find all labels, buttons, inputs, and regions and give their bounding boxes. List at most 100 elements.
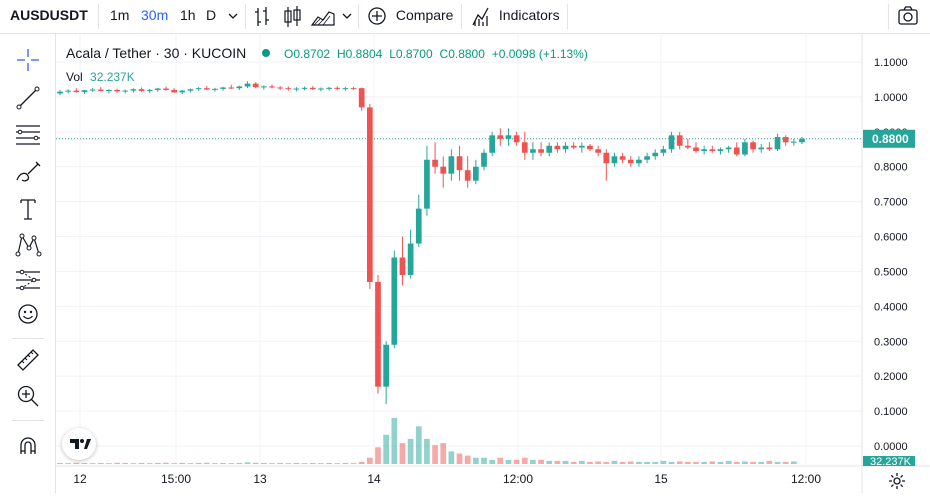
volume-bar xyxy=(334,463,341,464)
candle-body xyxy=(766,147,773,150)
volume-bar xyxy=(676,461,683,464)
last-volume-tag xyxy=(863,456,915,466)
indicators-label: Indicators xyxy=(498,7,560,23)
volume-bar xyxy=(750,461,756,464)
volume-bar xyxy=(342,462,349,464)
candle-body xyxy=(236,86,243,89)
trendline-icon[interactable] xyxy=(14,84,42,112)
volume-bar xyxy=(358,461,365,464)
interval-1m[interactable]: 1m xyxy=(110,7,130,23)
volume-bar xyxy=(244,462,251,464)
volume-bar xyxy=(530,459,536,464)
volume-bar xyxy=(146,463,153,464)
candle-body xyxy=(252,83,259,88)
volume-bar xyxy=(562,460,569,464)
candlestick-chart[interactable]: 1.10001.00000.90000.80000.70000.60000.50… xyxy=(56,34,930,493)
interval-1h[interactable]: 1h xyxy=(180,7,196,23)
candle-body xyxy=(195,88,202,90)
volume-bar xyxy=(782,461,789,464)
candles-style-icon[interactable] xyxy=(283,0,303,33)
candle-body xyxy=(57,91,63,94)
volume-bar xyxy=(407,438,414,464)
volume-bar xyxy=(554,460,561,464)
chevron-down-icon[interactable] xyxy=(226,0,240,33)
crosshair-icon[interactable] xyxy=(14,46,42,74)
candle-body xyxy=(554,145,561,150)
candle-body xyxy=(260,86,267,88)
y-tick-label: 0.8000 xyxy=(874,162,908,174)
candle-body xyxy=(652,152,659,157)
volume-bar xyxy=(660,460,667,464)
compare-button[interactable]: Compare xyxy=(368,0,453,33)
candle-body xyxy=(269,86,275,88)
indicators-button[interactable]: Indicators xyxy=(471,0,560,33)
candle-body xyxy=(375,281,381,387)
y-tick-label: 0.4000 xyxy=(874,301,908,313)
compare-label: Compare xyxy=(395,7,454,23)
volume-bar xyxy=(391,418,398,464)
volume-bar xyxy=(81,462,88,464)
fib-retracement-icon[interactable] xyxy=(14,120,42,148)
candle-body xyxy=(562,145,569,150)
toolbar-divider xyxy=(358,4,359,29)
candle-body xyxy=(212,88,218,90)
volume-bar xyxy=(538,459,544,464)
magnet-icon[interactable] xyxy=(14,432,42,460)
chart-pane[interactable]: 1.10001.00000.90000.80000.70000.60000.50… xyxy=(56,34,930,493)
volume-bar xyxy=(627,461,634,464)
candle-body xyxy=(309,87,316,90)
candle-body xyxy=(448,156,455,174)
symbol-search[interactable]: AUSDUSDT xyxy=(10,7,88,23)
candle-body xyxy=(89,89,96,91)
camera-icon[interactable] xyxy=(897,0,919,33)
last-price-label: 0.8800 xyxy=(872,132,909,146)
candle-body xyxy=(717,149,724,152)
legend-open: 0.8702 xyxy=(293,47,331,61)
ruler-icon[interactable] xyxy=(14,346,42,374)
volume-bar xyxy=(464,455,471,464)
prediction-icon[interactable] xyxy=(14,266,42,294)
interval-30m[interactable]: 30m xyxy=(141,7,169,23)
volume-bar xyxy=(505,459,512,464)
volume-bar xyxy=(301,463,308,464)
toolbar-divider xyxy=(461,4,462,29)
pattern-icon[interactable] xyxy=(14,230,42,258)
settings-icon[interactable] xyxy=(887,471,907,496)
volume-bar xyxy=(415,426,422,464)
candle-body xyxy=(138,89,145,91)
brush-icon[interactable] xyxy=(14,158,42,186)
emoji-icon[interactable] xyxy=(14,300,42,328)
tool-divider xyxy=(12,338,44,339)
top-toolbar: AUSDUSDT 1m 30m 1h D Compare Indicators xyxy=(0,0,930,34)
volume-bar xyxy=(252,462,259,464)
volume-bar xyxy=(228,463,235,464)
candle-body xyxy=(636,159,642,164)
volume-bar xyxy=(790,461,797,464)
tradingview-logo[interactable] xyxy=(62,428,96,460)
volume-bar xyxy=(758,461,765,464)
volume-bar xyxy=(570,461,577,464)
text-icon[interactable] xyxy=(14,195,42,223)
legend-close: 0.8800 xyxy=(448,47,485,61)
candle-body xyxy=(472,166,479,181)
y-tick-label: 0.3000 xyxy=(874,336,908,348)
zoom-in-icon[interactable] xyxy=(14,382,42,410)
volume-bar xyxy=(644,461,650,464)
y-tick-label: 0.5000 xyxy=(874,266,908,278)
chevron-down-icon[interactable] xyxy=(340,0,354,33)
volume-bar xyxy=(179,462,186,464)
volume-bar xyxy=(106,463,112,464)
interval-d[interactable]: D xyxy=(206,7,217,23)
y-tick-label: 1.1000 xyxy=(874,57,908,69)
volume-bar xyxy=(309,462,316,464)
volume-bar xyxy=(260,462,267,464)
volume-bar xyxy=(489,459,496,464)
volume-bar xyxy=(399,443,406,464)
volume-bar xyxy=(652,461,659,464)
candle-body xyxy=(358,88,365,108)
area-style-icon[interactable] xyxy=(310,0,335,33)
legend-low-key: L xyxy=(389,47,396,61)
volume-bar xyxy=(154,462,161,464)
candle-body xyxy=(114,89,120,92)
bar-style-icon[interactable] xyxy=(254,0,272,33)
